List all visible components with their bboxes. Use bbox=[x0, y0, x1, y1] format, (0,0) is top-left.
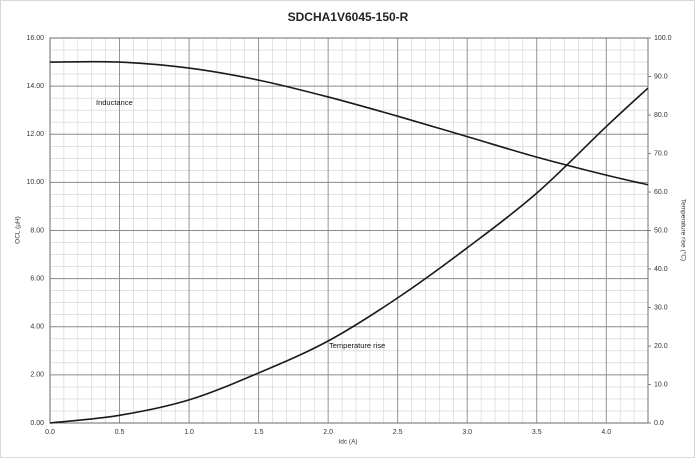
series-line bbox=[49, 87, 649, 424]
x-tick-label: 4.0 bbox=[601, 429, 611, 436]
y2-tick-label: 20.0 bbox=[654, 343, 668, 350]
x-tick-label: 0.5 bbox=[115, 429, 125, 436]
y-tick-label: 2.00 bbox=[30, 372, 44, 379]
y2-tick-label: 90.0 bbox=[654, 73, 668, 80]
y2-tick-label: 40.0 bbox=[654, 266, 668, 273]
x-tick-label: 2.0 bbox=[323, 429, 333, 436]
x-tick-label: 0.0 bbox=[45, 429, 55, 436]
y-tick-label: 0.00 bbox=[30, 420, 44, 427]
y-tick-label: 12.00 bbox=[26, 131, 44, 138]
y2-axis-label: Temperature rise (°C) bbox=[679, 199, 687, 261]
y2-tick-label: 70.0 bbox=[654, 150, 668, 157]
x-tick-label: 3.5 bbox=[532, 429, 542, 436]
y2-tick-label: 80.0 bbox=[654, 112, 668, 119]
y2-tick-label: 10.0 bbox=[654, 381, 668, 388]
y-tick-label: 8.00 bbox=[30, 227, 44, 234]
y-tick-label: 4.00 bbox=[30, 324, 44, 331]
annotation: Inductance bbox=[96, 98, 133, 107]
y2-tick-label: 60.0 bbox=[654, 189, 668, 196]
y-tick-label: 14.00 bbox=[26, 83, 44, 90]
y-tick-label: 10.00 bbox=[26, 179, 44, 186]
y2-tick-label: 30.0 bbox=[654, 304, 668, 311]
x-tick-label: 1.0 bbox=[184, 429, 194, 436]
y2-tick-label: 0.0 bbox=[654, 420, 664, 427]
y-tick-label: 16.00 bbox=[26, 35, 44, 42]
y-tick-label: 6.00 bbox=[30, 275, 44, 282]
x-tick-label: 2.5 bbox=[393, 429, 403, 436]
y-axis-label: OCL (µH) bbox=[15, 216, 22, 244]
x-axis-label: Idc (A) bbox=[338, 439, 357, 446]
y2-tick-label: 50.0 bbox=[654, 227, 668, 234]
y2-tick-label: 100.0 bbox=[654, 35, 672, 42]
x-tick-label: 1.5 bbox=[254, 429, 264, 436]
plot-frame bbox=[49, 37, 649, 424]
x-tick-label: 3.0 bbox=[462, 429, 472, 436]
chart-title: SDCHA1V6045-150-R bbox=[288, 10, 409, 24]
annotation: Temperature rise bbox=[329, 341, 385, 350]
